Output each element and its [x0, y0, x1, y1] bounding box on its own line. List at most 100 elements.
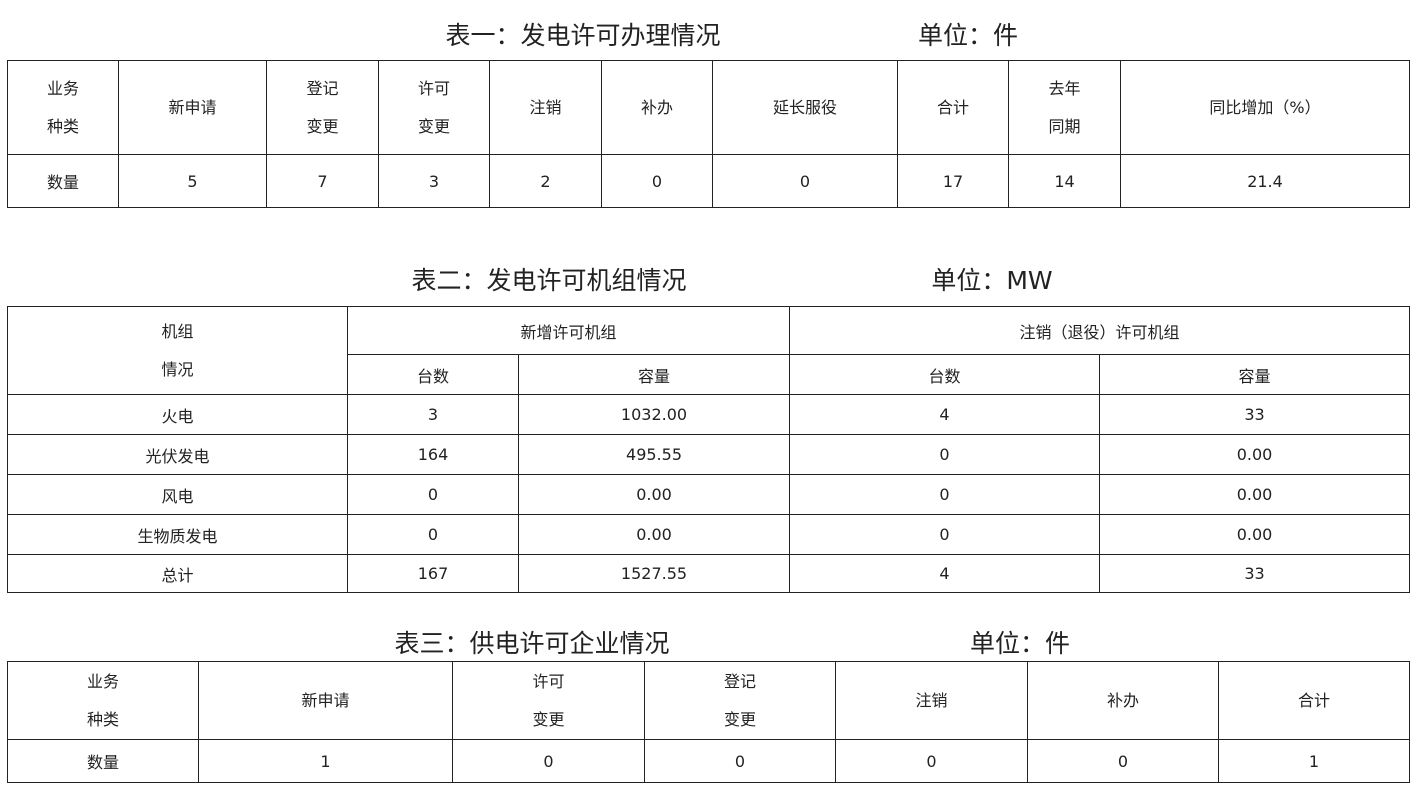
header-cell: 登记 变更	[266, 60, 379, 155]
header-text: 注销	[915, 690, 948, 710]
header-text: 种类	[46, 116, 79, 136]
row-label: 光伏发电	[7, 434, 348, 475]
table3-unit: 单位：件	[969, 629, 1071, 658]
header-cell: 补办	[601, 60, 713, 155]
data-cell: 3	[378, 154, 490, 208]
header-text: 延长服役	[772, 97, 837, 117]
data-cell: 0	[835, 739, 1028, 783]
header-cell: 业务 种类	[7, 661, 199, 740]
sub-header: 容量	[517, 354, 791, 395]
header-cell: 新申请	[198, 661, 453, 740]
data-cell: 2	[489, 154, 602, 208]
group-cancelled-units: 注销（退役）许可机组	[789, 306, 1410, 355]
group-new-units: 新增许可机组	[346, 306, 791, 355]
data-cell: 0.00	[517, 514, 791, 555]
header-text: 种类	[86, 709, 119, 729]
data-cell: 4	[789, 554, 1101, 593]
header-text: 合计	[936, 97, 969, 117]
data-cell: 0	[347, 514, 519, 555]
header-cell: 延长服役	[712, 60, 898, 155]
table3-header-row: 业务 种类 新申请 许可 变更 登记 变更 注销 补办 合计	[7, 661, 1410, 740]
table3-data-row: 数量 1 0 0 0 0 1	[7, 739, 1410, 783]
row-label: 总计	[7, 554, 348, 593]
header-text: 去年	[1048, 78, 1081, 98]
data-cell: 33	[1099, 554, 1410, 593]
header-cell: 许可 变更	[452, 661, 645, 740]
table2-title: 表二：发电许可机组情况	[411, 266, 687, 295]
header-text: 变更	[417, 116, 450, 136]
table2: 机组情况 新增许可机组 注销（退役）许可机组 台数 容量 台数 容量 火电 3 10…	[7, 306, 1410, 593]
data-cell: 21.4	[1120, 154, 1410, 208]
header-text: 新申请	[168, 97, 217, 117]
header-cell: 合计	[897, 60, 1009, 155]
header-text: 同比增加（%）	[1209, 97, 1321, 117]
data-cell: 1	[198, 739, 453, 783]
table-row: 风电 0 0.00 0 0.00	[7, 474, 1410, 515]
header-cell: 注销	[489, 60, 602, 155]
table1: 业务 种类 新申请 登记 变更 许可 变更 注销 补办 延长服役 合计 去年 同期 同比增加（%） 数量 5…	[7, 60, 1410, 208]
data-cell: 3	[347, 394, 519, 435]
table1-data-row: 数量 5 7 3 2 0 0 17 14 21.4	[7, 154, 1410, 208]
header-cell: 业务 种类	[7, 60, 119, 155]
data-cell: 0	[1027, 739, 1219, 783]
data-cell: 1527.55	[517, 554, 791, 593]
data-cell: 0	[644, 739, 836, 783]
header-cell: 登记 变更	[644, 661, 836, 740]
header-cell: 去年 同期	[1008, 60, 1121, 155]
row-label: 火电	[7, 394, 348, 435]
row-label: 生物质发电	[7, 514, 348, 555]
corner-line-1: 机组	[161, 321, 194, 341]
header-cell: 同比增加（%）	[1120, 60, 1410, 155]
table2-unit: 单位：MW	[931, 266, 1053, 295]
header-text: 变更	[532, 709, 565, 729]
table-row: 光伏发电 164 495.55 0 0.00	[7, 434, 1410, 475]
table-row: 总计 167 1527.55 4 33	[7, 554, 1410, 593]
data-cell: 4	[789, 394, 1101, 435]
data-cell: 0	[601, 154, 713, 208]
corner-line-2: 情况	[161, 359, 194, 379]
table1-unit: 单位：件	[917, 21, 1019, 50]
data-cell: 17	[897, 154, 1009, 208]
data-cell: 0.00	[1099, 474, 1410, 515]
data-cell: 14	[1008, 154, 1121, 208]
header-cell: 许可 变更	[378, 60, 490, 155]
table2-corner-cell: 机组 情况	[7, 306, 348, 395]
data-cell: 0	[789, 434, 1101, 475]
header-text: 业务	[86, 671, 119, 691]
table3-title: 表三：供电许可企业情况	[394, 629, 670, 658]
sub-header: 容量	[1099, 354, 1410, 395]
data-cell: 0.00	[1099, 434, 1410, 475]
table3: 业务 种类 新申请 许可 变更 登记 变更 注销 补办 合计 数量 1 0 0 0 0 1	[7, 661, 1410, 783]
row-label: 风电	[7, 474, 348, 515]
header-cell: 合计	[1218, 661, 1410, 740]
data-cell: 164	[347, 434, 519, 475]
data-cell: 0	[347, 474, 519, 515]
header-text: 变更	[306, 116, 339, 136]
header-text: 注销	[529, 97, 562, 117]
data-cell: 167	[347, 554, 519, 593]
data-cell: 0	[452, 739, 645, 783]
header-text: 许可	[417, 78, 450, 98]
header-text: 许可	[532, 671, 565, 691]
sub-header: 台数	[789, 354, 1101, 395]
header-text: 补办	[640, 97, 673, 117]
header-text: 业务	[46, 78, 79, 98]
data-cell: 0.00	[517, 474, 791, 515]
header-cell: 补办	[1027, 661, 1219, 740]
header-text: 补办	[1106, 690, 1139, 710]
header-text: 合计	[1297, 690, 1330, 710]
data-cell: 0	[712, 154, 898, 208]
table1-header-row: 业务 种类 新申请 登记 变更 许可 变更 注销 补办 延长服役 合计 去年 同期 同比增加（%）	[7, 60, 1410, 155]
data-cell: 0	[789, 514, 1101, 555]
table-row: 生物质发电 0 0.00 0 0.00	[7, 514, 1410, 555]
data-cell: 33	[1099, 394, 1410, 435]
header-text: 新申请	[301, 690, 350, 710]
header-cell: 新申请	[118, 60, 267, 155]
data-cell: 5	[118, 154, 267, 208]
header-text: 登记	[723, 671, 756, 691]
data-cell: 7	[266, 154, 379, 208]
data-cell: 1032.00	[517, 394, 791, 435]
header-text: 同期	[1048, 116, 1081, 136]
data-cell: 495.55	[517, 434, 791, 475]
sub-header: 台数	[347, 354, 519, 395]
